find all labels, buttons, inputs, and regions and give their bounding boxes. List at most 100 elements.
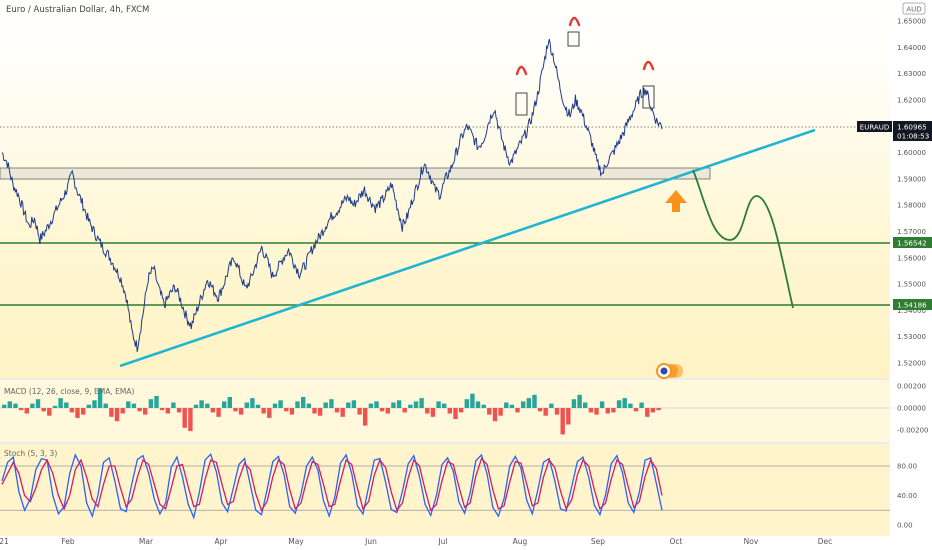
macd-bar — [295, 401, 300, 408]
macd-bar — [69, 408, 75, 413]
macd-bar — [47, 408, 52, 416]
macd-bar — [481, 404, 486, 408]
chart-title: Euro / Australian Dollar, 4h, FXCM — [6, 5, 149, 15]
macd-tick-label: -0.00200 — [897, 427, 928, 435]
macd-bar — [261, 408, 266, 414]
macd-bar — [442, 403, 447, 408]
head-mark-right — [642, 60, 655, 71]
macd-tick-label: 0.00000 — [897, 405, 926, 413]
macd-bar — [165, 408, 170, 414]
macd-bar — [588, 408, 594, 413]
time-tick-label: May — [288, 537, 304, 546]
time-tick-label: Oct — [670, 537, 683, 546]
macd-bar — [363, 408, 368, 426]
stoch-tick-label: 80.00 — [897, 463, 917, 471]
macd-bar — [628, 403, 633, 408]
price-tag: EURAUD 1.60965 01:08:53 — [857, 121, 932, 141]
price-tick-label: 1.60000 — [897, 149, 926, 157]
replay-icon[interactable] — [656, 363, 683, 379]
macd-bar — [126, 401, 131, 408]
macd-bar — [436, 401, 441, 408]
macd-bar — [52, 405, 58, 408]
macd-bar — [645, 408, 650, 417]
price-tick-label: 1.52000 — [897, 360, 926, 368]
macd-bar — [549, 403, 554, 408]
price-tick-label: 1.55000 — [897, 281, 926, 289]
macd-bar — [498, 408, 503, 416]
stoch-title: Stoch (5, 3, 3) — [4, 449, 57, 458]
arrow-up-icon — [665, 190, 687, 212]
macd-bar — [148, 399, 154, 408]
right-shoulder-box[interactable] — [642, 85, 655, 109]
macd-bar — [554, 408, 560, 415]
stoch-series — [1, 452, 663, 520]
level-tag-upper: 1.56542 — [893, 237, 932, 248]
time-tick-label: Feb — [61, 537, 75, 546]
macd-bar — [233, 408, 238, 412]
projection-path[interactable] — [692, 169, 794, 309]
head-mark-left — [515, 65, 528, 76]
macd-bar — [193, 404, 199, 408]
macd-bar — [75, 408, 80, 418]
macd-bar — [532, 394, 537, 408]
macd-bar — [18, 408, 24, 411]
macd-bar — [611, 408, 616, 413]
time-tick-label: Nov — [744, 537, 759, 546]
macd-bar — [278, 400, 283, 408]
time-tick-label: Aug — [513, 537, 528, 546]
price-tick-label: 1.53000 — [897, 333, 926, 341]
macd-bar — [605, 408, 610, 414]
right-axis-background — [890, 0, 932, 550]
time-tick-label: Jun — [364, 537, 377, 546]
macd-axis[interactable]: 0.00200 0.00000 -0.00200 — [897, 383, 928, 435]
macd-bar — [419, 398, 424, 408]
left-shoulder-box[interactable] — [515, 92, 528, 116]
head-box[interactable] — [567, 31, 580, 47]
trendline[interactable] — [119, 128, 816, 368]
macd-bar — [244, 402, 249, 408]
macd-bar — [137, 408, 142, 412]
macd-bar — [30, 403, 35, 408]
price-pane-background — [0, 0, 890, 378]
level-tag-lower: 1.54186 — [893, 299, 932, 310]
macd-bar — [650, 408, 656, 413]
macd-bar — [470, 393, 475, 408]
macd-bar — [408, 404, 413, 408]
stoch-k-line — [1, 452, 663, 520]
macd-bar — [86, 404, 91, 408]
time-tick-label: 21 — [0, 537, 9, 546]
time-tick-label: Jul — [437, 537, 447, 546]
macd-bar — [368, 403, 374, 408]
currency-label: AUD — [906, 6, 921, 14]
macd-bar — [205, 403, 210, 408]
macd-bar — [656, 408, 661, 411]
head-mark-center — [568, 16, 581, 27]
macd-bar — [272, 403, 278, 408]
macd-bar — [250, 398, 255, 408]
stoch-pane-background — [0, 444, 890, 536]
resistance-zone[interactable] — [0, 167, 711, 180]
macd-bar — [312, 408, 317, 414]
macd-bar — [103, 403, 108, 408]
macd-bar — [425, 408, 430, 414]
macd-bar — [458, 408, 464, 413]
macd-bar — [171, 402, 176, 408]
macd-bar — [159, 408, 165, 411]
price-tick-label: 1.65000 — [897, 18, 926, 26]
macd-bar — [114, 408, 120, 422]
macd-bar — [24, 408, 29, 414]
macd-bar — [182, 408, 187, 428]
macd-bar — [2, 404, 7, 408]
time-axis[interactable]: 21 Feb Mar Apr May Jun Jul Aug Sep Oct Nov Dec — [0, 537, 832, 546]
macd-bar — [199, 400, 204, 408]
macd-bar — [267, 408, 272, 418]
macd-bar — [504, 402, 509, 408]
stoch-d-line — [1, 457, 663, 512]
macd-bar — [430, 408, 436, 417]
macd-bar — [639, 402, 644, 408]
macd-histogram — [2, 388, 661, 435]
macd-bar — [289, 408, 295, 415]
macd-bar — [447, 408, 452, 414]
stoch-axis[interactable]: 80.00 40.00 0.00 — [897, 463, 917, 530]
currency-badge[interactable]: AUD — [902, 2, 926, 15]
